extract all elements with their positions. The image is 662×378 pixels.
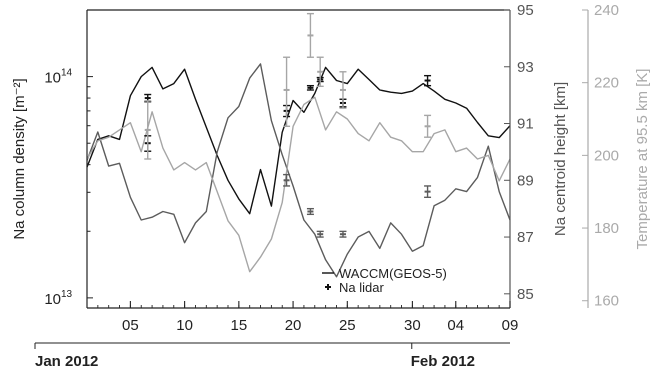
legend-label: Na lidar xyxy=(339,280,384,295)
y-right2-axis-label: Temperature at 95.5 km [K] xyxy=(634,69,651,250)
lidar-point-y_right_2 xyxy=(306,12,314,58)
y-left-tick-exponent: 13 xyxy=(61,289,73,300)
lidar-point-y_right_2 xyxy=(283,56,291,127)
y-right1-axis-label: Na centroid height [km] xyxy=(552,82,569,236)
y-right2-tick-label: 180 xyxy=(594,220,619,237)
y-left-tick-base: 10 xyxy=(44,70,61,87)
y-right2-tick-label: 220 xyxy=(594,75,619,92)
y-left-axis-label: Na column density [m⁻²] xyxy=(11,78,28,239)
legend-item: WACCM(GEOS-5) xyxy=(322,266,447,281)
lidar-point-y_right_1 xyxy=(316,230,324,238)
x-tick-label: 10 xyxy=(176,317,193,334)
x-tick-label: 05 xyxy=(122,317,139,334)
legend-item: Na lidar xyxy=(325,280,384,295)
lidar-point-y_right_2 xyxy=(424,114,432,138)
month-label: Jan 2012 xyxy=(35,353,98,370)
lidar-point-y_right_1 xyxy=(283,173,291,187)
lidar-point-y_right_2 xyxy=(144,100,152,160)
y-right1-tick-label: 95 xyxy=(517,2,534,19)
x-tick-label: 25 xyxy=(339,317,356,334)
y-left-tick-base: 10 xyxy=(44,291,61,308)
y-right2-tick-label: 240 xyxy=(594,2,619,19)
y-left-tick-label: 10 14 xyxy=(44,68,72,87)
lidar-point-y_right_2 xyxy=(316,56,324,88)
y-right1-tick-label: 89 xyxy=(517,172,534,189)
legend-label: WACCM(GEOS-5) xyxy=(339,266,447,281)
y-right1-tick-label: 91 xyxy=(517,116,534,133)
x-tick-label: 30 xyxy=(404,317,421,334)
lidar-point-y_right_2 xyxy=(339,71,347,109)
y-left-tick-exponent: 14 xyxy=(61,68,73,79)
x-tick-label: 20 xyxy=(285,317,302,334)
y-right2-tick-label: 160 xyxy=(594,293,619,310)
y-right1-tick-label: 93 xyxy=(517,59,534,76)
lidar-point-y_right_1 xyxy=(306,207,314,216)
lidar-point-y_left xyxy=(424,74,432,87)
x-tick-label: 09 xyxy=(502,317,519,334)
x-tick-label: 04 xyxy=(447,317,464,334)
lidar-point-y_right_1 xyxy=(339,230,347,238)
series-line-y_right_1 xyxy=(86,63,511,278)
x-tick-label: 15 xyxy=(231,317,248,334)
y-right1-tick-label: 85 xyxy=(517,286,534,303)
y-left-tick-label: 10 13 xyxy=(44,289,72,308)
series-line-y_right_2 xyxy=(86,96,511,273)
y-right2-tick-label: 200 xyxy=(594,147,619,164)
series-line-y_left xyxy=(86,66,511,215)
lidar-point-y_right_1 xyxy=(424,185,432,199)
lidar-point-y_left xyxy=(306,84,314,91)
y-right1-tick-label: 87 xyxy=(517,229,534,246)
month-label: Feb 2012 xyxy=(411,353,475,370)
